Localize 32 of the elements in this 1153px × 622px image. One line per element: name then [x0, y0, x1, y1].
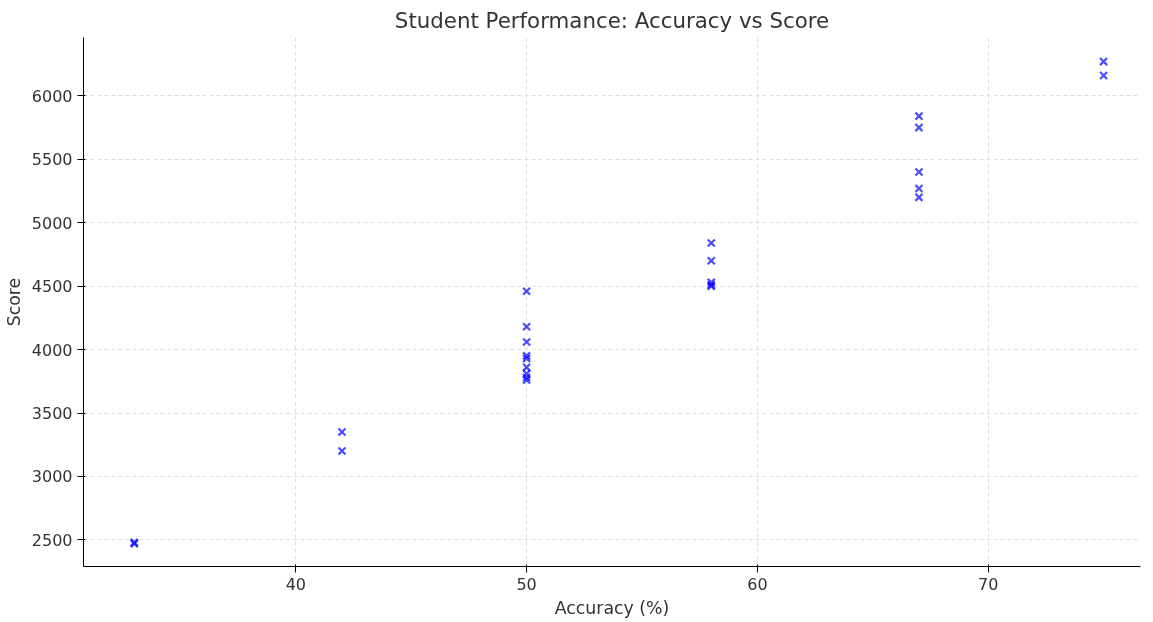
point [521, 369, 532, 379]
point [914, 183, 924, 194]
x-tick-label: 40 [285, 574, 306, 594]
y-tick-label: 4000 [31, 340, 73, 360]
point [914, 122, 924, 133]
point [1098, 56, 1109, 67]
chart-title: Student Performance: Accuracy vs Score [394, 7, 830, 33]
point [914, 111, 924, 121]
point [521, 362, 532, 372]
y-axis-title: Score [3, 277, 24, 327]
y-tick-label: 3500 [31, 404, 73, 423]
point [914, 167, 924, 177]
point [706, 256, 716, 266]
y-tick-label: 5000 [31, 213, 73, 233]
x-tick-label: 70 [978, 574, 999, 594]
y-tick-label: 2500 [31, 530, 73, 550]
point [706, 277, 716, 287]
point [337, 446, 347, 456]
point [521, 337, 532, 347]
y-tick-label: 4500 [31, 277, 73, 297]
x-tick-label: 50 [516, 574, 537, 594]
y-tick-label: 3000 [31, 467, 73, 487]
y-tick-label: 5500 [31, 150, 73, 170]
point [1098, 70, 1109, 81]
x-tick-label: 60 [747, 574, 768, 594]
point [914, 192, 924, 202]
point [521, 286, 532, 296]
point [706, 238, 716, 248]
point [521, 322, 532, 332]
y-tick-label: 6000 [31, 86, 73, 106]
point [337, 427, 347, 437]
x-axis-title: Accuracy (%) [554, 597, 670, 618]
